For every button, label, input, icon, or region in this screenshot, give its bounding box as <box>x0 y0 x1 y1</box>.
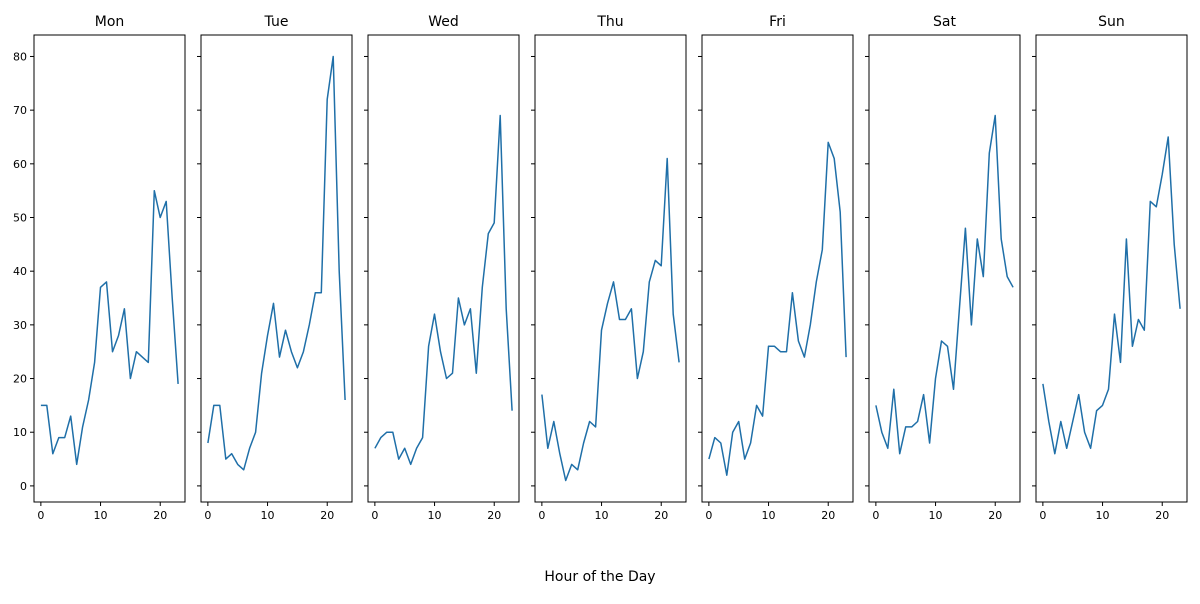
panel-sun: Sun 0 10 20 <box>1032 14 1188 522</box>
panel-tue: Tue 0 10 20 <box>197 14 353 522</box>
panel-title: Mon <box>95 14 125 30</box>
series-line-thu <box>541 157 680 482</box>
axes-frame <box>33 34 186 503</box>
panel-wed: Wed 0 10 20 <box>364 14 520 522</box>
x-tick-label: 10 <box>762 509 776 522</box>
axes-frame <box>534 34 687 503</box>
panel-title: Fri <box>769 14 786 30</box>
x-tick-label: 10 <box>595 509 609 522</box>
series-line-sun <box>1042 136 1181 455</box>
x-tick-label: 0 <box>371 509 378 522</box>
y-tick-label: 80 <box>13 50 27 63</box>
x-tick-label: 20 <box>821 509 835 522</box>
x-tick-label: 10 <box>1096 509 1110 522</box>
y-tick-label: 50 <box>13 212 27 225</box>
axes-frame <box>367 34 520 503</box>
series-line-sat <box>875 114 1014 455</box>
panel-mon: Mon 0 10 20 30 40 50 60 70 80 0 10 20 <box>13 14 186 522</box>
x-tick-label: 20 <box>320 509 334 522</box>
series-line-mon <box>40 189 179 466</box>
y-tick-label: 20 <box>13 373 27 386</box>
x-tick-label: 20 <box>654 509 668 522</box>
panel-thu: Thu 0 10 20 <box>531 14 687 522</box>
panel-fri: Fri 0 10 20 <box>698 14 854 522</box>
axes-frame <box>200 34 353 503</box>
x-tick-label: 0 <box>1039 509 1046 522</box>
panel-title: Wed <box>428 14 459 30</box>
panels: Mon 0 10 20 30 40 50 60 70 80 0 10 20 Tue 0 10 20 Wed 0 10 2… <box>13 14 1188 522</box>
y-tick-label: 70 <box>13 104 27 117</box>
axes-frame <box>1035 34 1188 503</box>
panel-title: Sat <box>933 14 956 30</box>
x-tick-label: 20 <box>487 509 501 522</box>
x-axis-label: Hour of the Day <box>544 569 655 585</box>
x-tick-label: 10 <box>929 509 943 522</box>
axes-frame <box>868 34 1021 503</box>
x-tick-label: 0 <box>872 509 879 522</box>
panel-title: Sun <box>1098 14 1125 30</box>
series-line-fri <box>708 141 847 476</box>
x-tick-label: 0 <box>37 509 44 522</box>
y-tick-label: 0 <box>20 480 27 493</box>
x-tick-label: 20 <box>153 509 167 522</box>
series-line-wed <box>374 114 513 466</box>
x-tick-label: 20 <box>988 509 1002 522</box>
y-tick-label: 10 <box>13 426 27 439</box>
x-tick-label: 20 <box>1155 509 1169 522</box>
x-tick-label: 0 <box>538 509 545 522</box>
axes-frame <box>701 34 854 503</box>
x-tick-label: 0 <box>204 509 211 522</box>
panel-title: Thu <box>596 14 623 30</box>
y-tick-label: 40 <box>13 265 27 278</box>
x-tick-label: 10 <box>428 509 442 522</box>
x-tick-label: 10 <box>94 509 108 522</box>
panel-title: Tue <box>264 14 289 30</box>
x-tick-label: 10 <box>261 509 275 522</box>
y-tick-label: 30 <box>13 319 27 332</box>
series-line-tue <box>207 55 346 471</box>
x-tick-label: 0 <box>705 509 712 522</box>
panel-sat: Sat 0 10 20 <box>865 14 1021 522</box>
y-tick-label: 60 <box>13 158 27 171</box>
